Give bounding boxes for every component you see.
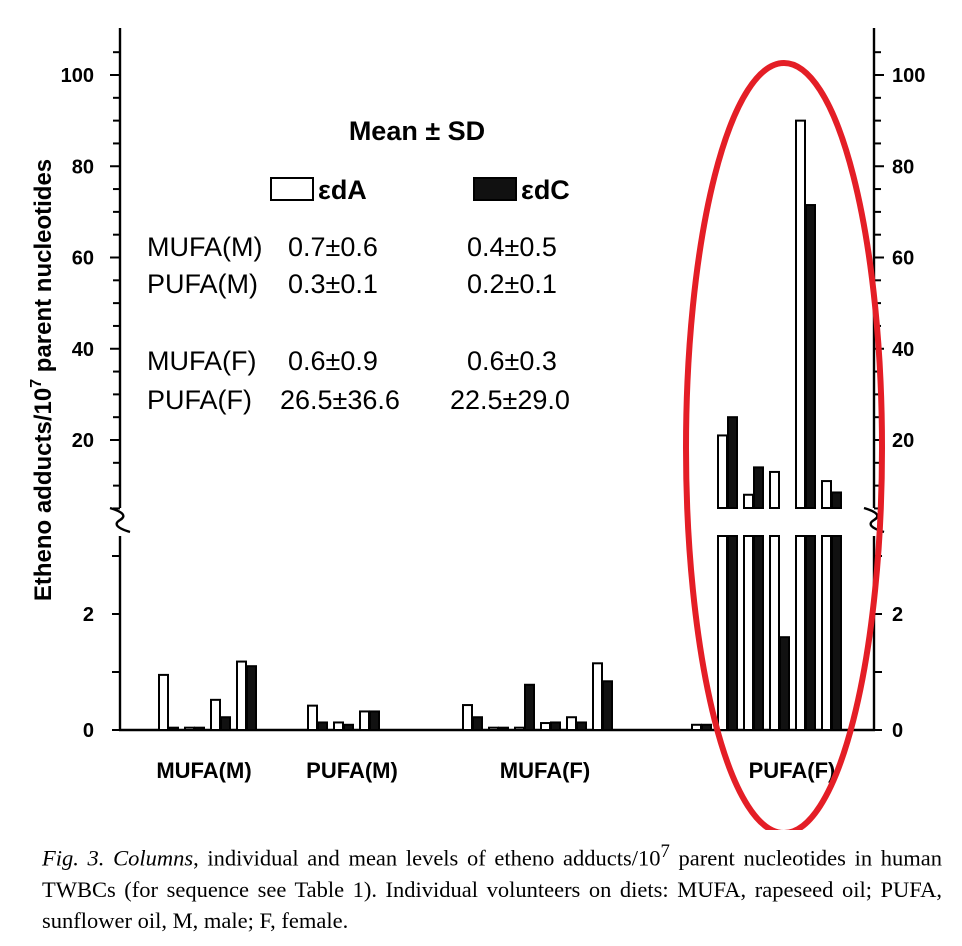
bar-eda [514, 726, 525, 731]
bar-edc [701, 723, 712, 732]
bar-edc [317, 721, 328, 732]
bar-edc [779, 636, 790, 732]
figure-caption: Fig. 3. Columns, individual and mean lev… [42, 836, 942, 936]
bar-eda-lower [717, 535, 728, 731]
bar-eda [236, 660, 247, 731]
bar-edc [246, 665, 257, 732]
y-tick-label: 60 [72, 248, 94, 270]
caption-text: , individual and mean levels of etheno a… [193, 845, 661, 871]
bar-eda-lower [769, 535, 780, 731]
stat-eda-value: 26.5±36.6 [280, 385, 400, 415]
caption-text-continued: parent nucleotides in human TWBCs (for s… [42, 845, 942, 933]
y-tick-label-right: 100 [892, 65, 925, 87]
bars [158, 119, 842, 732]
bar-eda [566, 716, 577, 731]
y-tick-label: 20 [72, 430, 94, 452]
bar-eda [333, 721, 344, 732]
legend-title: Mean ± SD [349, 116, 485, 146]
y-tick-label-right: 80 [892, 156, 914, 178]
bar-eda-upper [717, 434, 728, 509]
left-axis-break-mark [109, 506, 131, 534]
bar-eda-lower [821, 535, 832, 731]
bar-edc-lower [831, 535, 842, 731]
bar-eda [307, 704, 318, 732]
legend-label-edc: εdC [521, 175, 570, 205]
legend-swatch-eda [270, 177, 314, 201]
y-tick-label-right: 40 [892, 339, 914, 361]
stat-group-label: PUFA(F) [147, 385, 252, 415]
category-label: MUFA(F) [500, 758, 590, 783]
stat-edc-value: 0.2±0.1 [467, 269, 557, 299]
y-axis-label: Etheno adducts/107 parent nucleotides [28, 159, 57, 601]
bar-edc-upper [831, 491, 842, 509]
bar-eda-upper [821, 480, 832, 509]
y-tick-label: 80 [72, 156, 94, 178]
bar-edc [220, 716, 231, 731]
bar-eda [158, 673, 169, 732]
bar-edc [194, 726, 205, 731]
axis-ticks: 0 0 2 2 20 20 40 40 60 60 80 80 100 100 [61, 51, 925, 742]
bar-edc-upper [805, 204, 816, 509]
bar-eda [462, 704, 473, 731]
bar-eda-upper [769, 470, 780, 509]
stat-eda-value: 0.7±0.6 [288, 232, 378, 262]
stat-eda-value: 0.6±0.9 [288, 346, 378, 376]
bar-eda [210, 698, 221, 732]
y-tick-label: 0 [83, 720, 94, 742]
caption-superscript: 7 [660, 841, 670, 862]
highlight-ellipse [683, 60, 885, 830]
bar-edc-upper [753, 466, 764, 509]
bar-edc-lower [753, 535, 764, 731]
bar-eda-upper [743, 493, 754, 509]
y-tick-label: 2 [83, 604, 94, 626]
category-label: PUFA(F) [749, 758, 836, 783]
bar-eda [359, 710, 370, 732]
y-tick-label-right: 2 [892, 604, 903, 626]
stat-edc-value: 22.5±29.0 [450, 385, 570, 415]
category-labels: MUFA(M) PUFA(M) MUFA(F) PUFA(F) [156, 758, 835, 783]
stat-group-label: MUFA(M) [147, 232, 262, 262]
bar-eda [592, 662, 603, 731]
bar-eda [488, 726, 499, 731]
bar-eda-lower [743, 535, 754, 731]
stat-edc-value: 0.6±0.3 [467, 346, 557, 376]
category-label: PUFA(M) [306, 758, 398, 783]
y-tick-label: 100 [61, 65, 94, 87]
bar-eda-lower [795, 535, 806, 731]
y-tick-label-right: 20 [892, 430, 914, 452]
bar-eda [540, 722, 551, 731]
legend: Mean ± SD εdA εdC MUFA(M) 0.7±0.6 0.4±0.… [147, 116, 570, 415]
bar-edc-lower [727, 535, 738, 731]
bar-eda [184, 726, 195, 731]
legend-label-eda: εdA [318, 175, 367, 205]
category-label: MUFA(M) [156, 758, 251, 783]
stat-edc-value: 0.4±0.5 [467, 232, 557, 262]
bar-edc [524, 683, 535, 732]
bar-edc [576, 721, 587, 732]
stat-group-label: MUFA(F) [147, 346, 256, 376]
bar-edc [602, 680, 613, 732]
bar-edc [369, 710, 380, 732]
caption-figure-label: Fig. 3. Columns [42, 845, 194, 871]
bar-edc-upper [727, 416, 738, 509]
bar-edc [472, 716, 483, 731]
y-tick-label: 40 [72, 339, 94, 361]
bar-edc [343, 723, 354, 732]
stat-group-label: PUFA(M) [147, 269, 258, 299]
legend-swatch-edc [473, 177, 517, 201]
bar-edc [168, 726, 179, 731]
bar-eda [691, 723, 702, 732]
bar-edc [498, 726, 509, 731]
y-tick-label-right: 0 [892, 720, 903, 742]
stat-eda-value: 0.3±0.1 [288, 269, 378, 299]
bar-edc [550, 721, 561, 732]
right-axis-break-mark [863, 506, 885, 534]
y-tick-label-right: 60 [892, 248, 914, 270]
chart: 0 0 2 2 20 20 40 40 60 60 80 80 100 100 MUFA(M) PUFA(M… [28, 28, 926, 830]
bar-eda-upper [795, 119, 806, 509]
bar-edc-lower [805, 535, 816, 731]
